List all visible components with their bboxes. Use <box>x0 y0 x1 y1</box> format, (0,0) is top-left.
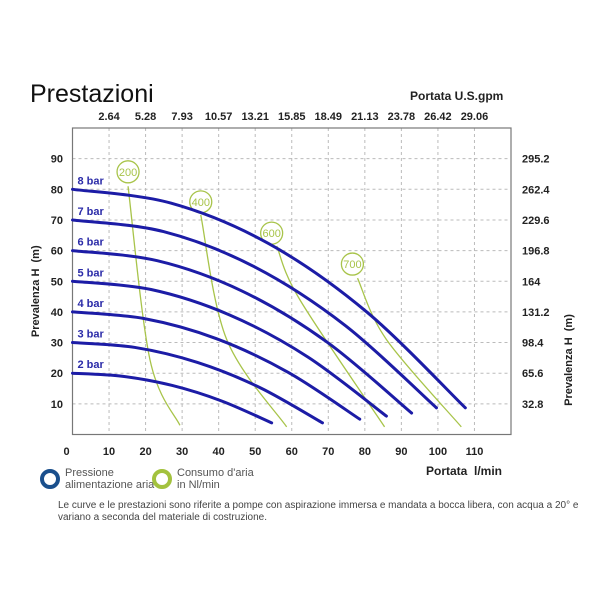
x-tick-label: 50 <box>249 446 261 458</box>
y-tick-label: 10 <box>51 399 63 411</box>
right-tick-label: 32.8 <box>522 399 543 411</box>
y-tick-label: 40 <box>51 307 63 319</box>
top-tick-label: 18.49 <box>315 111 343 123</box>
top-tick-label: 21.13 <box>351 111 379 123</box>
air-consumption-marker <box>340 252 365 276</box>
pressure-ring-icon <box>40 469 60 489</box>
pressure-curve-label: 8 bar <box>78 175 105 187</box>
pressure-curve-8-bar <box>71 187 467 410</box>
y-tick-label: 20 <box>51 368 63 380</box>
air-consumption-line-200 <box>127 186 181 426</box>
y-tick-label: 30 <box>51 338 63 350</box>
air-consumption-label: 700 <box>343 259 361 271</box>
right-tick-label: 164 <box>522 276 541 288</box>
footnote: Le curve e le prestazioni sono riferite … <box>58 500 579 523</box>
legend-pressure-line2: alimentazione aria <box>65 479 155 491</box>
pressure-curve-label: 2 bar <box>78 359 105 371</box>
right-tick-label: 262.4 <box>522 184 550 196</box>
right-axis-title: Prevalenza H (m) <box>563 314 575 406</box>
pressure-curve-label: 3 bar <box>78 329 105 341</box>
top-tick-label: 10.57 <box>205 111 233 123</box>
pressure-curve-label: 6 bar <box>78 237 105 249</box>
top-tick-label: 29.06 <box>461 111 489 123</box>
air-consumption-label: 200 <box>119 167 137 179</box>
right-tick-label: 295.2 <box>522 154 550 166</box>
pressure-curve-5-bar <box>71 279 388 418</box>
y-tick-label: 90 <box>51 154 63 166</box>
x-tick-label: 90 <box>395 446 407 458</box>
x-tick-label: 0 <box>63 446 69 458</box>
air-consumption-marker <box>116 160 140 184</box>
air-consumption-label: 600 <box>262 228 280 240</box>
x-tick-label: 110 <box>466 446 484 458</box>
top-tick-label: 7.93 <box>171 111 192 123</box>
air-consumption-label: 400 <box>192 197 210 209</box>
legend-air-line2: in Nl/min <box>177 479 220 491</box>
top-tick-label: 23.78 <box>388 111 416 123</box>
top-axis-title: Portata U.S.gpm <box>410 89 504 103</box>
y-tick-label: 50 <box>51 276 63 288</box>
top-tick-label: 5.28 <box>135 111 156 123</box>
top-tick-label: 13.21 <box>241 111 269 123</box>
right-tick-label: 229.6 <box>522 215 550 227</box>
y-tick-label: 60 <box>51 246 63 258</box>
right-tick-label: 131.2 <box>522 307 550 319</box>
x-tick-label: 70 <box>322 446 334 458</box>
x-tick-label: 100 <box>429 446 447 458</box>
top-tick-label: 26.42 <box>424 111 452 123</box>
air-ring-icon <box>152 469 172 489</box>
y-axis-title: Prevalenza H (m) <box>30 245 42 337</box>
right-tick-label: 65.6 <box>522 368 543 380</box>
air-consumption-line-700 <box>356 277 462 428</box>
x-tick-label: 10 <box>103 446 115 458</box>
legend-air-line1: Consumo d'aria <box>177 467 254 479</box>
pressure-curve-label: 5 bar <box>78 267 105 279</box>
pressure-curve-2-bar <box>71 371 274 425</box>
x-tick-label: 60 <box>286 446 298 458</box>
right-tick-label: 98.4 <box>522 338 544 350</box>
pressure-curve-6-bar <box>71 249 414 415</box>
y-tick-label: 80 <box>51 184 63 196</box>
pressure-curve-4-bar <box>71 310 362 421</box>
y-tick-label: 70 <box>51 215 63 227</box>
legend-pressure-line1: Pressione <box>65 467 114 479</box>
pressure-curve-label: 4 bar <box>78 298 105 310</box>
page-title: Prestazioni <box>30 80 154 108</box>
x-tick-label: 30 <box>176 446 188 458</box>
top-tick-label: 2.64 <box>98 111 120 123</box>
x-tick-label: 80 <box>359 446 371 458</box>
x-tick-label: 20 <box>139 446 151 458</box>
pressure-curve-7-bar <box>71 218 438 410</box>
right-tick-label: 196.8 <box>522 246 550 258</box>
x-tick-label: 40 <box>213 446 225 458</box>
pressure-curve-3-bar <box>71 341 324 425</box>
top-tick-label: 15.85 <box>278 111 306 123</box>
x-axis-title: Portata l/min <box>426 464 503 478</box>
pressure-curve-label: 7 bar <box>78 206 105 218</box>
